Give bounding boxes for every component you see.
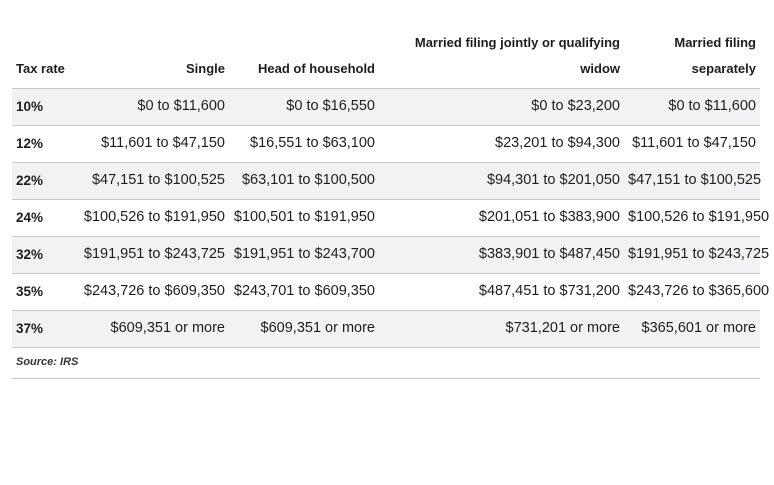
table-row: 10% $0 to $11,600 $0 to $16,550 $0 to $2… — [12, 88, 760, 126]
cell-married-jointly: $0 to $23,200 — [379, 88, 624, 126]
table-header-row: Tax rate Single Head of household Marrie… — [12, 28, 760, 89]
cell-rate: 35% — [12, 273, 74, 311]
tax-bracket-table: Tax rate Single Head of household Marrie… — [12, 28, 769, 348]
table-row: 37% $609,351 or more $609,351 or more $7… — [12, 310, 760, 348]
cell-head-of-household: $100,501 to $191,950 — [229, 199, 379, 237]
tax-bracket-table-container: Tax rate Single Head of household Marrie… — [12, 28, 769, 379]
cell-married-jointly: $383,901 to $487,450 — [379, 236, 624, 274]
header-head-of-household: Head of household — [229, 28, 379, 89]
cell-single: $47,151 to $100,525 — [74, 162, 229, 200]
cell-married-separately: $11,601 to $47,150 — [624, 125, 760, 163]
table-row: 35% $243,726 to $609,350 $243,701 to $60… — [12, 273, 769, 311]
table-row: 32% $191,951 to $243,725 $191,951 to $24… — [12, 236, 769, 274]
cell-married-separately: $100,526 to $191,950 — [624, 199, 769, 237]
cell-single: $191,951 to $243,725 — [74, 236, 229, 274]
cell-rate: 12% — [12, 125, 74, 163]
cell-married-jointly: $731,201 or more — [379, 310, 624, 348]
header-married-separately: Married filing separately — [624, 28, 760, 89]
cell-rate: 22% — [12, 162, 74, 200]
table-row: 24% $100,526 to $191,950 $100,501 to $19… — [12, 199, 769, 237]
table-row: 22% $47,151 to $100,525 $63,101 to $100,… — [12, 162, 761, 200]
cell-single: $0 to $11,600 — [74, 88, 229, 126]
source-note: Source: IRS — [12, 348, 760, 379]
cell-married-separately: $191,951 to $243,725 — [624, 236, 769, 274]
cell-married-jointly: $487,451 to $731,200 — [379, 273, 624, 311]
cell-married-separately: $47,151 to $100,525 — [624, 162, 761, 200]
cell-married-jointly: $201,051 to $383,900 — [379, 199, 624, 237]
cell-head-of-household: $191,951 to $243,700 — [229, 236, 379, 274]
cell-married-jointly: $23,201 to $94,300 — [379, 125, 624, 163]
header-single: Single — [74, 28, 229, 89]
cell-single: $11,601 to $47,150 — [74, 125, 229, 163]
cell-single: $609,351 or more — [74, 310, 229, 348]
cell-married-separately: $0 to $11,600 — [624, 88, 760, 126]
cell-married-separately: $243,726 to $365,600 — [624, 273, 769, 311]
table-row: 12% $11,601 to $47,150 $16,551 to $63,10… — [12, 125, 760, 163]
cell-married-jointly: $94,301 to $201,050 — [379, 162, 624, 200]
header-married-jointly: Married filing jointly or qualifying wid… — [379, 28, 624, 89]
cell-rate: 10% — [12, 88, 74, 126]
cell-rate: 37% — [12, 310, 74, 348]
cell-married-separately: $365,601 or more — [624, 310, 760, 348]
header-tax-rate: Tax rate — [12, 28, 74, 89]
cell-head-of-household: $16,551 to $63,100 — [229, 125, 379, 163]
cell-head-of-household: $63,101 to $100,500 — [229, 162, 379, 200]
cell-single: $243,726 to $609,350 — [74, 273, 229, 311]
cell-rate: 24% — [12, 199, 74, 237]
cell-head-of-household: $0 to $16,550 — [229, 88, 379, 126]
cell-single: $100,526 to $191,950 — [74, 199, 229, 237]
cell-rate: 32% — [12, 236, 74, 274]
cell-head-of-household: $609,351 or more — [229, 310, 379, 348]
cell-head-of-household: $243,701 to $609,350 — [229, 273, 379, 311]
